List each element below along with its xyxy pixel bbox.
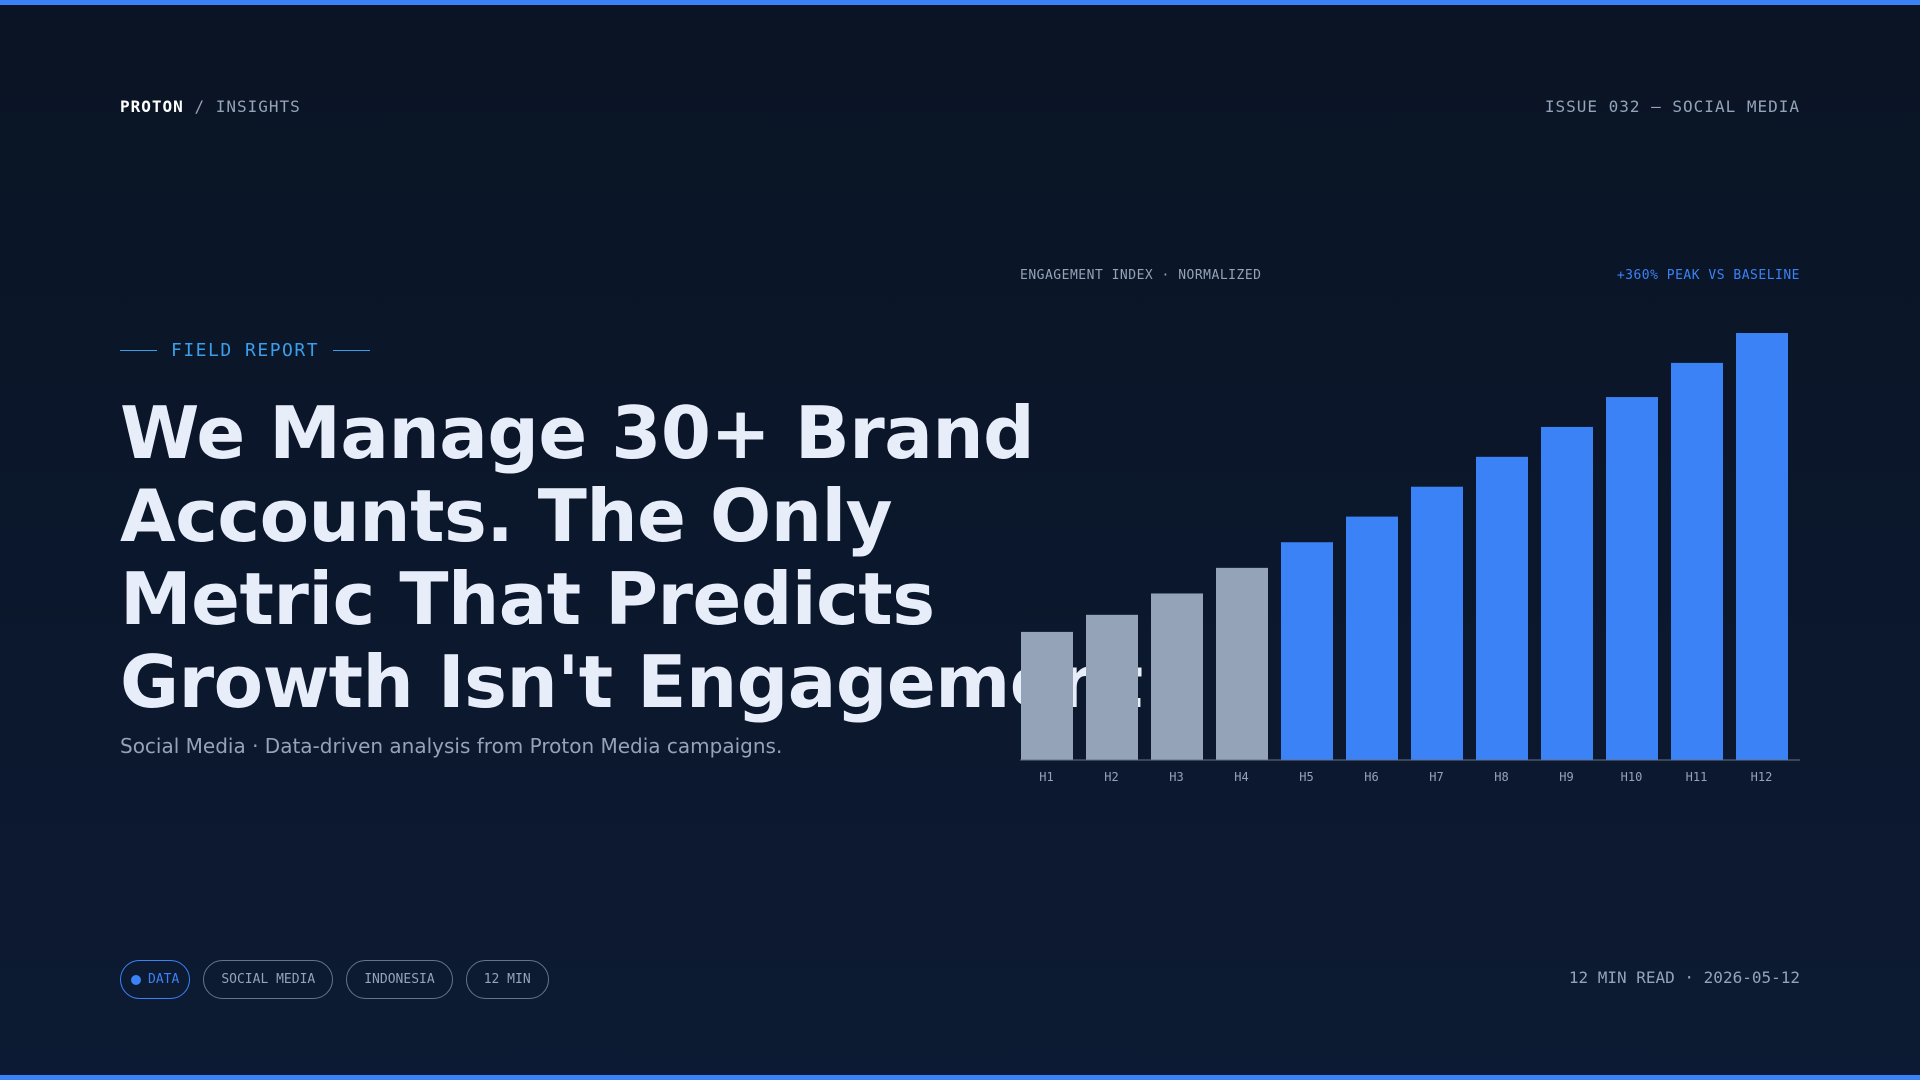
tags: DATA SOCIAL MEDIA INDONESIA 12 MIN (120, 960, 549, 999)
headline: We Manage 30+ Brand Accounts. The Only Met… (120, 392, 1143, 724)
x-tick-label: H6 (1364, 770, 1378, 784)
x-tick-label: H5 (1299, 770, 1313, 784)
bar (1281, 542, 1333, 760)
bar (1671, 362, 1723, 760)
x-tick-label: H11 (1686, 770, 1708, 784)
issue: ISSUE 032 — SOCIAL MEDIA (1544, 97, 1800, 116)
tag-label: SOCIAL MEDIA (221, 972, 316, 987)
brand: PROTON / INSIGHTS (120, 97, 301, 116)
bar (1346, 516, 1398, 760)
headline-line: Growth Isn't Engagement (120, 640, 1143, 724)
section: INSIGHTS (215, 97, 301, 116)
kicker: FIELD REPORT (120, 340, 371, 361)
bar (1151, 593, 1203, 760)
bar (1541, 426, 1593, 760)
bottom-accent (0, 1075, 1920, 1080)
tag-label: DATA (148, 972, 180, 987)
x-tick-label: H2 (1104, 770, 1118, 784)
headline-line: Accounts. The Only (120, 474, 893, 558)
headline-line: Metric That Predicts (120, 557, 935, 641)
tag: SOCIAL MEDIA (203, 960, 334, 999)
x-tick-label: H12 (1751, 770, 1773, 784)
tag-dot (131, 974, 141, 985)
bar (1021, 631, 1073, 760)
subtitle: Social Media · Data-driven analysis from… (120, 734, 783, 758)
separator: / (194, 97, 206, 116)
chart-annotation: +360% PEAK VS BASELINE (1617, 268, 1800, 283)
bar (1086, 614, 1138, 760)
top-accent (0, 0, 1920, 5)
meta: 12 MIN READ · 2026-05-12 (1568, 968, 1800, 987)
tag: 12 MIN (465, 960, 549, 999)
bar (1476, 456, 1528, 760)
x-tick-label: H10 (1621, 770, 1643, 784)
x-tick-label: H7 (1429, 770, 1443, 784)
brand-name: PROTON (120, 97, 184, 116)
x-tick-label: H8 (1494, 770, 1508, 784)
tag: INDONESIA (346, 960, 453, 999)
bar (1736, 333, 1788, 760)
chart-title: ENGAGEMENT INDEX · NORMALIZED (1020, 268, 1261, 283)
x-tick-label: H4 (1234, 770, 1248, 784)
headline-line: We Manage 30+ Brand (120, 391, 1035, 475)
x-tick-label: H1 (1039, 770, 1053, 784)
tag-label: INDONESIA (364, 972, 435, 987)
rule (120, 350, 157, 351)
rule (333, 350, 371, 351)
x-tick-label: H9 (1559, 770, 1573, 784)
kicker-text: FIELD REPORT (171, 340, 320, 361)
bar (1216, 567, 1268, 760)
bar (1606, 397, 1658, 760)
x-tick-label: H3 (1169, 770, 1183, 784)
tag-label: 12 MIN (483, 972, 531, 987)
tag: DATA (120, 960, 191, 999)
bar (1411, 486, 1463, 760)
